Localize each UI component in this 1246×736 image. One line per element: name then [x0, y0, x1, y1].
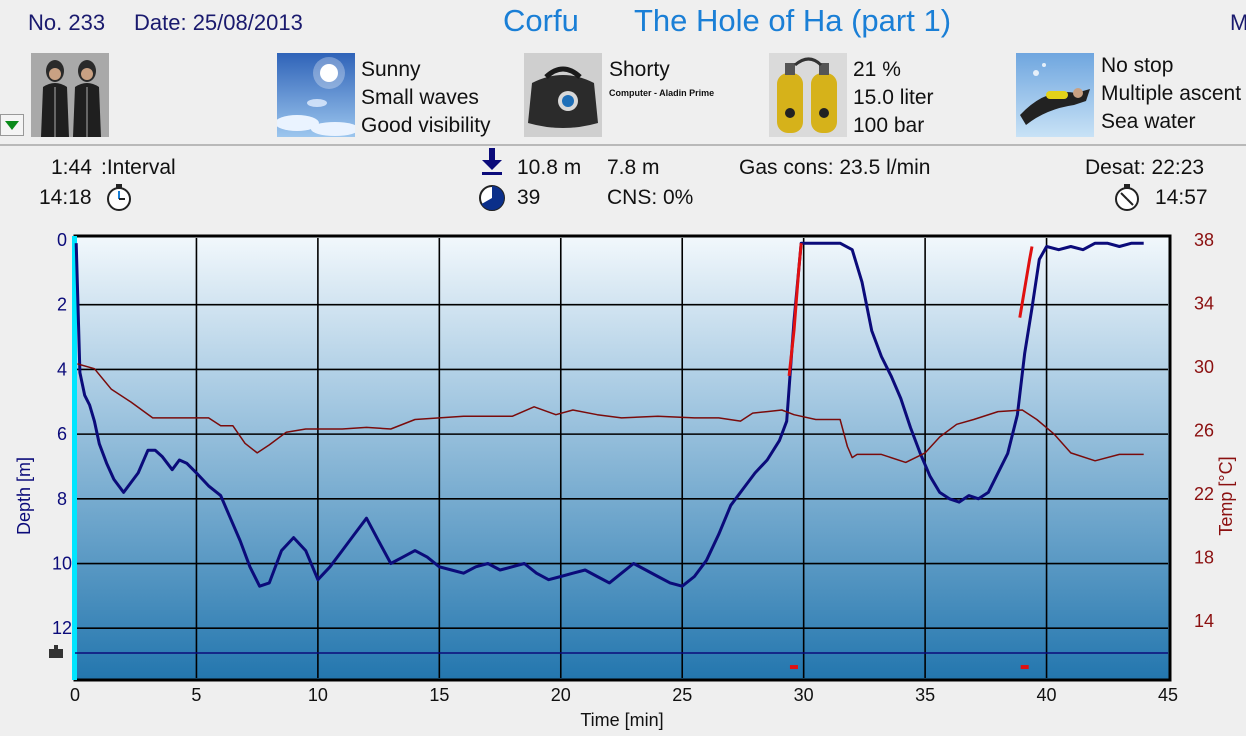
- x-tick-label: 10: [308, 685, 328, 705]
- oxygen-percent: 21 %: [853, 58, 901, 81]
- dive-type-info: No stop Multiple ascent Sea water: [1101, 52, 1241, 136]
- gas-info: 21 % 15.0 liter 100 bar: [853, 56, 934, 140]
- time-axis-label: Time [min]: [580, 710, 663, 730]
- temp-tick-label: 38: [1194, 230, 1214, 250]
- divers-icon: [31, 53, 109, 137]
- dropdown-button[interactable]: [0, 114, 24, 136]
- depth-tick-label: 6: [57, 424, 67, 444]
- ascent-warning-segment: [787, 243, 803, 377]
- suit-type: Shorty: [609, 58, 670, 81]
- triangle-down-icon: [5, 121, 19, 130]
- visibility-line: Good visibility: [361, 114, 491, 137]
- dive-number: No. 233: [28, 10, 106, 35]
- max-depth: 10.8 m: [517, 156, 582, 179]
- temp-tick-label: 18: [1194, 548, 1214, 568]
- dive-location: Corfu: [503, 3, 579, 38]
- temp-tick-label: 26: [1194, 421, 1214, 441]
- equipment-photo[interactable]: [524, 53, 602, 137]
- x-tick-label: 35: [915, 685, 935, 705]
- x-tick-label: 15: [429, 685, 449, 705]
- duration-pie-icon: [479, 185, 505, 211]
- sunny-sky-icon: [277, 53, 355, 137]
- warning-marker: [789, 665, 798, 670]
- x-tick-label: 20: [551, 685, 571, 705]
- exit-clock-icon: [1115, 184, 1139, 211]
- temp-tick-label: 22: [1194, 484, 1214, 504]
- anchor-icon: [49, 645, 63, 658]
- desat-time: Desat: 22:23: [1085, 156, 1205, 179]
- warning-marker: [1020, 665, 1029, 670]
- weather-conditions: Sunny Small waves Good visibility: [361, 56, 491, 140]
- depth-profile-line: [74, 241, 1144, 588]
- diver-swimming-icon: [1016, 53, 1094, 137]
- dive-date: Date: 25/08/2013: [134, 10, 303, 35]
- x-tick-label: 30: [794, 685, 814, 705]
- x-tick-label: 40: [1037, 685, 1057, 705]
- depth-tick-label: 4: [57, 359, 67, 379]
- interval-label: :Interval: [101, 156, 176, 179]
- temperature-line: [77, 363, 1144, 464]
- depth-tick-label: 12: [52, 618, 72, 638]
- weather-line: Sunny: [361, 58, 421, 81]
- computer-model: Computer - Aladin Prime: [609, 88, 715, 98]
- temp-tick-label: 30: [1194, 357, 1214, 377]
- ascent-warning-segment: [1018, 246, 1034, 318]
- exit-time: 14:57: [1155, 186, 1208, 209]
- scuba-tanks-icon: [769, 53, 847, 137]
- depth-tick-label: 8: [57, 489, 67, 509]
- x-tick-label: 25: [672, 685, 692, 705]
- surface-marker: [72, 236, 77, 680]
- gas-consumption: Gas cons: 23.5 l/min: [739, 156, 931, 179]
- interval-value: 1:44: [51, 156, 92, 179]
- depth-tick-label: 10: [52, 554, 72, 574]
- dive-profile-chart[interactable]: 0 5 10 15 20 25 30 35 40 45 0 2 4 6 8 10 12 38 34 30 26 22 18 1…: [0, 222, 1246, 736]
- depth-axis-label: Depth [m]: [14, 457, 34, 535]
- dive-duration: 39: [517, 186, 541, 209]
- depth-tick-label: 2: [57, 295, 67, 315]
- entry-clock-icon: [107, 184, 131, 211]
- water-type: Sea water: [1101, 110, 1196, 133]
- entry-time: 14:18: [39, 186, 92, 209]
- chart-grid: [77, 238, 1168, 678]
- temp-tick-label: 34: [1194, 294, 1214, 314]
- x-tick-label: 45: [1158, 685, 1178, 705]
- waves-line: Small waves: [361, 86, 479, 109]
- temp-tick-label: 14: [1194, 611, 1214, 631]
- chart-axes: 0 5 10 15 20 25 30 35 40 45 0 2 4 6 8 10 12 38 34 30 26 22 18 1…: [52, 230, 1214, 705]
- avg-depth: 7.8 m: [607, 156, 660, 179]
- tank-pressure: 100 bar: [853, 114, 925, 137]
- chart-series: [74, 241, 1144, 670]
- tank-volume: 15.0 liter: [853, 86, 934, 109]
- tank-photo[interactable]: [769, 53, 847, 137]
- header-clipped-text: M: [1230, 10, 1246, 35]
- deco-type: No stop: [1101, 54, 1174, 77]
- buddy-photo[interactable]: [31, 53, 109, 137]
- max-depth-arrow-icon: [482, 148, 502, 175]
- depth-tick-label: 0: [57, 230, 67, 250]
- header-divider: [0, 144, 1246, 146]
- x-tick-label: 5: [191, 685, 201, 705]
- dive-site-title: The Hole of Ha (part 1): [634, 3, 952, 38]
- dive-type-photo[interactable]: [1016, 53, 1094, 137]
- cns-value: CNS: 0%: [607, 186, 694, 209]
- weather-photo[interactable]: [277, 53, 355, 137]
- dive-bag-icon: [524, 53, 602, 137]
- temp-axis-label: Temp [°C]: [1216, 456, 1236, 535]
- chart-plot-area: [73, 234, 1172, 682]
- x-tick-label: 0: [70, 685, 80, 705]
- ascent-type: Multiple ascent: [1101, 82, 1242, 105]
